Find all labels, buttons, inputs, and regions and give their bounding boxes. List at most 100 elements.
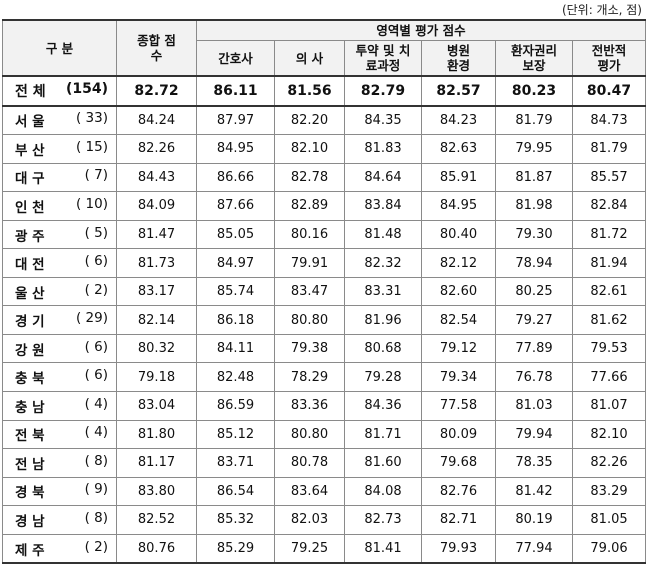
area-score-cell: 81.62 — [571, 305, 647, 335]
table-row: ( 4) 전 북 81.80 85.12 80.80 81.71 80.09 79.94 82.… — [2, 419, 647, 450]
area-score-cell: 82.10 — [571, 419, 647, 450]
area-score-cell: 82.32 — [344, 248, 422, 278]
area-score-cell: 82.54 — [421, 305, 496, 335]
area-score-cell: 85.74 — [196, 276, 275, 307]
region-cell: ( 8) 전 남 — [2, 448, 117, 478]
region-name: 대 전 — [15, 257, 45, 274]
area-score-cell: 85.05 — [196, 219, 275, 250]
area-score-cell: 81.79 — [495, 105, 573, 136]
total-score-cell: 83.04 — [116, 391, 197, 421]
total-score-cell: 82.52 — [116, 505, 197, 535]
area-score-cell: 79.34 — [421, 362, 496, 393]
region-cell: ( 6) 충 북 — [2, 362, 117, 393]
area-score-cell: 81.83 — [344, 134, 422, 164]
area-score-cell: 86.11 — [196, 75, 275, 107]
area-score-cell: 83.47 — [274, 276, 345, 307]
region-name: 강 원 — [15, 342, 45, 359]
area-score-cell: 81.42 — [495, 476, 573, 507]
area-score-cell: 77.94 — [495, 533, 573, 564]
area-score-cell: 79.38 — [274, 333, 345, 364]
hospital-count: ( 4) — [84, 424, 108, 441]
area-score-cell: 81.96 — [344, 305, 422, 335]
region-cell: ( 15) 부 산 — [2, 134, 117, 164]
area-score-cell: 84.73 — [571, 105, 647, 136]
area-score-cell: 86.59 — [196, 391, 275, 421]
area-score-cell: 79.93 — [421, 533, 496, 564]
total-score-cell: 81.80 — [116, 419, 197, 450]
area-score-cell: 85.91 — [421, 162, 496, 193]
area-score-cell: 82.73 — [344, 505, 422, 535]
area-score-cell: 82.12 — [421, 248, 496, 278]
area-score-cell: 82.60 — [421, 276, 496, 307]
region-name: 울 산 — [15, 285, 45, 302]
area-score-cell: 84.95 — [421, 191, 496, 221]
region-cell: ( 4) 전 북 — [2, 419, 117, 450]
area-score-cell: 82.20 — [274, 105, 345, 136]
table-row: ( 6) 강 원 80.32 84.11 79.38 80.68 79.12 77.89 79.… — [2, 333, 647, 364]
area-score-cell: 86.66 — [196, 162, 275, 193]
area-score-cell: 82.76 — [421, 476, 496, 507]
table-row: ( 6) 충 북 79.18 82.48 78.29 79.28 79.34 76.78 77.… — [2, 362, 647, 393]
hospital-count: (154) — [65, 80, 108, 97]
region-cell: ( 2) 울 산 — [2, 276, 117, 307]
table-row: ( 2) 제 주 80.76 85.29 79.25 81.41 79.93 77.94 79.… — [2, 533, 647, 564]
area-score-cell: 87.66 — [196, 191, 275, 221]
area-score-cell: 82.10 — [274, 134, 345, 164]
hospital-count: ( 6) — [84, 338, 108, 355]
area-score-cell: 82.78 — [274, 162, 345, 193]
area-score-cell: 79.94 — [495, 419, 573, 450]
total-score-cell: 81.17 — [116, 448, 197, 478]
area-score-cell: 87.97 — [196, 105, 275, 136]
hospital-count: ( 9) — [84, 481, 108, 498]
area-score-cell: 78.94 — [495, 248, 573, 278]
area-score-cell: 80.23 — [495, 75, 573, 107]
area-score-cell: 78.29 — [274, 362, 345, 393]
total-score-cell: 84.09 — [116, 191, 197, 221]
area-score-cell: 80.40 — [421, 219, 496, 250]
area-score-cell: 85.12 — [196, 419, 275, 450]
area-score-cell: 80.78 — [274, 448, 345, 478]
area-score-cell: 86.54 — [196, 476, 275, 507]
area-score-cell: 78.35 — [495, 448, 573, 478]
area-score-cell: 81.79 — [571, 134, 647, 164]
area-score-cell: 81.48 — [344, 219, 422, 250]
hospital-count: ( 8) — [84, 452, 108, 469]
area-score-cell: 84.95 — [196, 134, 275, 164]
table-header: 구 분 종합 점수 영역별 평가 점수 간호사 의 사 투약 및 치료과정 병원… — [2, 19, 647, 77]
area-score-cell: 79.12 — [421, 333, 496, 364]
region-name: 전 북 — [15, 428, 45, 445]
table-body: (154) 전 체 82.72 86.11 81.56 82.79 82.57 80.23 80… — [2, 75, 647, 564]
area-score-cell: 79.28 — [344, 362, 422, 393]
region-cell: ( 2) 제 주 — [2, 533, 117, 564]
table-row: ( 7) 대 구 84.43 86.66 82.78 84.64 85.91 81.87 85.… — [2, 162, 647, 193]
region-name: 경 기 — [15, 314, 45, 331]
header-area-label: 간호사 — [218, 50, 253, 66]
table-row: ( 33) 서 울 84.24 87.97 82.20 84.35 84.23 81.79 84… — [2, 105, 647, 136]
area-score-cell: 84.08 — [344, 476, 422, 507]
score-table: 구 분 종합 점수 영역별 평가 점수 간호사 의 사 투약 및 치료과정 병원… — [2, 19, 647, 565]
area-score-cell: 85.29 — [196, 533, 275, 564]
region-cell: ( 10) 인 천 — [2, 191, 117, 221]
total-score-cell: 81.73 — [116, 248, 197, 278]
region-cell: (154) 전 체 — [2, 75, 117, 107]
area-score-cell: 85.32 — [196, 505, 275, 535]
region-cell: ( 5) 광 주 — [2, 219, 117, 250]
area-score-cell: 79.25 — [274, 533, 345, 564]
area-score-cell: 82.61 — [571, 276, 647, 307]
area-score-cell: 80.68 — [344, 333, 422, 364]
hospital-count: ( 2) — [84, 538, 108, 555]
header-area-doctor: 의 사 — [274, 40, 345, 77]
area-score-cell: 79.30 — [495, 219, 573, 250]
header-area-label: 의 사 — [295, 50, 324, 66]
table-row: ( 8) 경 남 82.52 85.32 82.03 82.73 82.71 80.19 81.… — [2, 505, 647, 535]
total-score-cell: 82.72 — [116, 75, 197, 107]
area-score-cell: 82.79 — [344, 75, 422, 107]
area-score-cell: 80.25 — [495, 276, 573, 307]
total-score-cell: 84.24 — [116, 105, 197, 136]
total-score-cell: 83.80 — [116, 476, 197, 507]
header-area-environment: 병원 환경 — [421, 40, 496, 77]
region-name: 인 천 — [15, 199, 45, 216]
area-score-cell: 85.57 — [571, 162, 647, 193]
area-score-cell: 77.89 — [495, 333, 573, 364]
